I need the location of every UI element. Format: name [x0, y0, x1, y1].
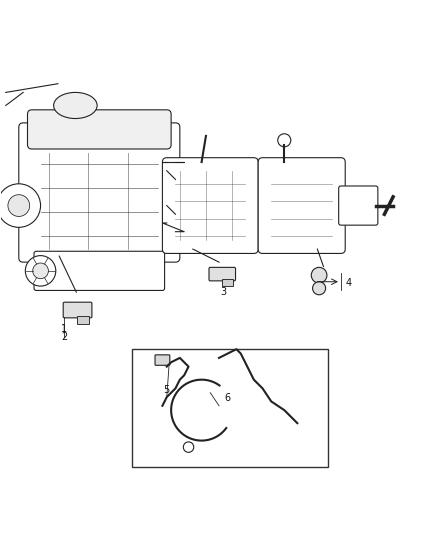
Circle shape: [8, 195, 30, 216]
Text: 4: 4: [345, 278, 351, 288]
Circle shape: [278, 134, 291, 147]
FancyBboxPatch shape: [34, 251, 165, 290]
Circle shape: [33, 263, 48, 279]
FancyBboxPatch shape: [63, 302, 92, 318]
Text: 2: 2: [61, 333, 67, 343]
Ellipse shape: [53, 92, 97, 118]
Text: 6: 6: [225, 393, 231, 403]
FancyBboxPatch shape: [209, 268, 236, 281]
Bar: [132, 349, 328, 467]
Circle shape: [184, 442, 194, 453]
Circle shape: [25, 256, 56, 286]
FancyBboxPatch shape: [162, 158, 258, 254]
FancyBboxPatch shape: [19, 123, 180, 262]
Circle shape: [0, 184, 41, 228]
FancyBboxPatch shape: [77, 316, 89, 324]
FancyBboxPatch shape: [258, 158, 345, 254]
Text: 3: 3: [220, 287, 226, 297]
FancyBboxPatch shape: [339, 186, 378, 225]
Circle shape: [311, 268, 327, 283]
FancyBboxPatch shape: [155, 355, 170, 365]
FancyBboxPatch shape: [28, 110, 171, 149]
Text: 1: 1: [61, 324, 67, 334]
FancyBboxPatch shape: [223, 279, 233, 286]
Text: 5: 5: [164, 385, 170, 395]
Circle shape: [313, 282, 325, 295]
